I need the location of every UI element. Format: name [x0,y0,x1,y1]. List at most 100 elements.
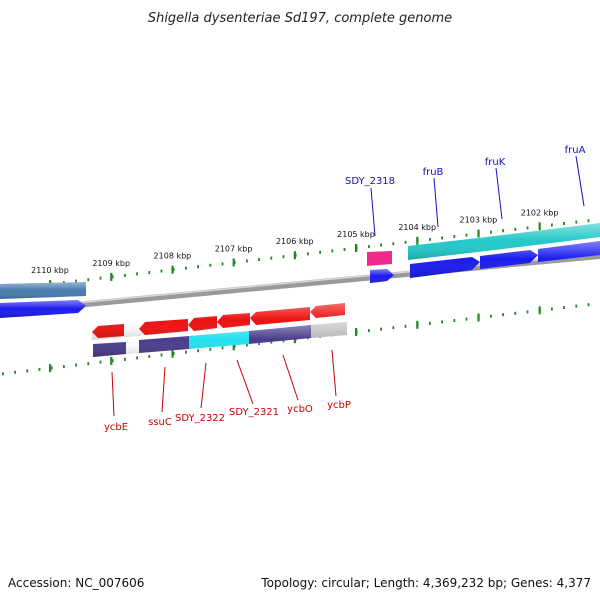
minor-tick [209,263,212,267]
gene-label-fruk[interactable]: fruK [485,157,506,168]
minor-tick [368,329,370,333]
tick-label: 2106 kbp [276,237,314,246]
minor-tick [99,360,102,364]
minor-tick [63,365,65,369]
gene-label-sdy2322[interactable]: SDY_2322 [175,413,225,424]
tick-label: 2102 kbp [521,208,559,217]
minor-tick [197,349,199,353]
minor-tick [575,304,578,308]
accession-text: Accession: NC_007606 [8,576,144,590]
gene-label-frub[interactable]: fruB [423,167,444,178]
minor-tick [87,362,90,366]
major-tick [416,320,419,329]
label-leader [370,187,376,237]
minor-tick [111,275,114,279]
label-leader [495,167,503,220]
minor-tick [551,223,553,227]
forward-gene-outer[interactable] [367,251,392,266]
minor-tick [282,339,285,343]
minor-tick [563,306,565,309]
minor-tick [75,279,77,283]
major-tick [110,356,113,365]
major-tick [477,229,480,238]
minor-tick [75,363,77,367]
minor-tick [526,226,529,230]
minor-tick [343,248,346,251]
minor-tick [490,230,492,234]
upper-tick-track: 2110 kbp 2109 kbp 2108 kbp 2107 kbp 2106 kbp… [2,208,590,292]
major-tick [171,265,174,274]
minor-tick [258,258,260,261]
minor-tick [160,353,163,357]
minor-tick [87,278,90,282]
gene-label-ycbe[interactable]: ycbE [104,422,128,433]
minor-tick [453,235,456,238]
minor-tick [99,276,102,280]
major-tick [232,258,235,267]
forward-gene-cds-shade [0,300,86,318]
forward-gene-shade [0,282,86,299]
minor-tick [453,319,456,322]
gene-label-frua[interactable]: fruA [565,145,586,156]
major-tick [355,244,358,252]
minor-tick [465,233,468,237]
minor-tick [160,269,163,273]
minor-tick [392,326,395,330]
minor-tick [50,366,53,370]
label-leader [433,177,439,228]
major-tick [232,342,235,351]
topology-summary: Topology: circular; Length: 4,369,232 bp… [260,576,591,590]
minor-tick [172,352,175,356]
minor-tick [136,272,138,276]
gene-label-ssuc[interactable]: ssuC [148,417,172,428]
label-leader [161,366,166,413]
minor-tick [380,243,382,247]
major-tick [355,328,358,336]
label-leader [111,371,115,417]
label-leader [200,362,207,409]
major-tick [293,251,296,260]
minor-tick [209,347,212,351]
gene-label-ycbo[interactable]: ycbO [287,404,313,415]
minor-tick [404,324,407,328]
minor-tick [514,227,517,231]
major-tick [538,222,541,231]
minor-tick [246,259,248,263]
minor-tick [331,249,334,253]
minor-tick [429,321,431,325]
label-leader [331,349,337,397]
minor-tick [2,372,4,376]
minor-tick [136,356,138,360]
minor-tick [441,320,443,324]
minor-tick [587,219,590,223]
gene-label-sdy2321[interactable]: SDY_2321 [229,407,279,418]
minor-tick [258,342,260,345]
minor-tick [111,359,114,363]
minor-tick [429,237,431,241]
major-tick [49,364,52,373]
tick-label: 2103 kbp [460,216,498,225]
minor-tick [502,229,504,233]
minor-tick [502,313,504,317]
tick-label: 2107 kbp [215,244,253,253]
gene-label-ycbp[interactable]: ycbP [327,400,351,411]
major-tick [171,349,174,358]
minor-tick [270,340,273,344]
label-leader [236,359,254,405]
minor-tick [282,255,285,259]
minor-tick [221,262,224,266]
tick-label: 2105 kbp [337,230,375,239]
forward-gene-shade [408,223,600,260]
tick-label: 2104 kbp [398,223,436,232]
gene-label-sdy2318[interactable]: SDY_2318 [345,176,395,187]
minor-tick [575,220,578,224]
map-title: Shigella dysenteriae Sd197, complete gen… [148,11,452,26]
minor-tick [587,303,590,307]
reverse-gene-outer-shade [93,322,347,357]
minor-tick [563,222,565,225]
forward-strand [0,223,600,318]
minor-tick [514,311,517,315]
reverse-gene-labels: ycbE ssuC SDY_2322 SDY_2321 ycbO ycbP [104,349,351,433]
minor-tick [307,252,309,256]
